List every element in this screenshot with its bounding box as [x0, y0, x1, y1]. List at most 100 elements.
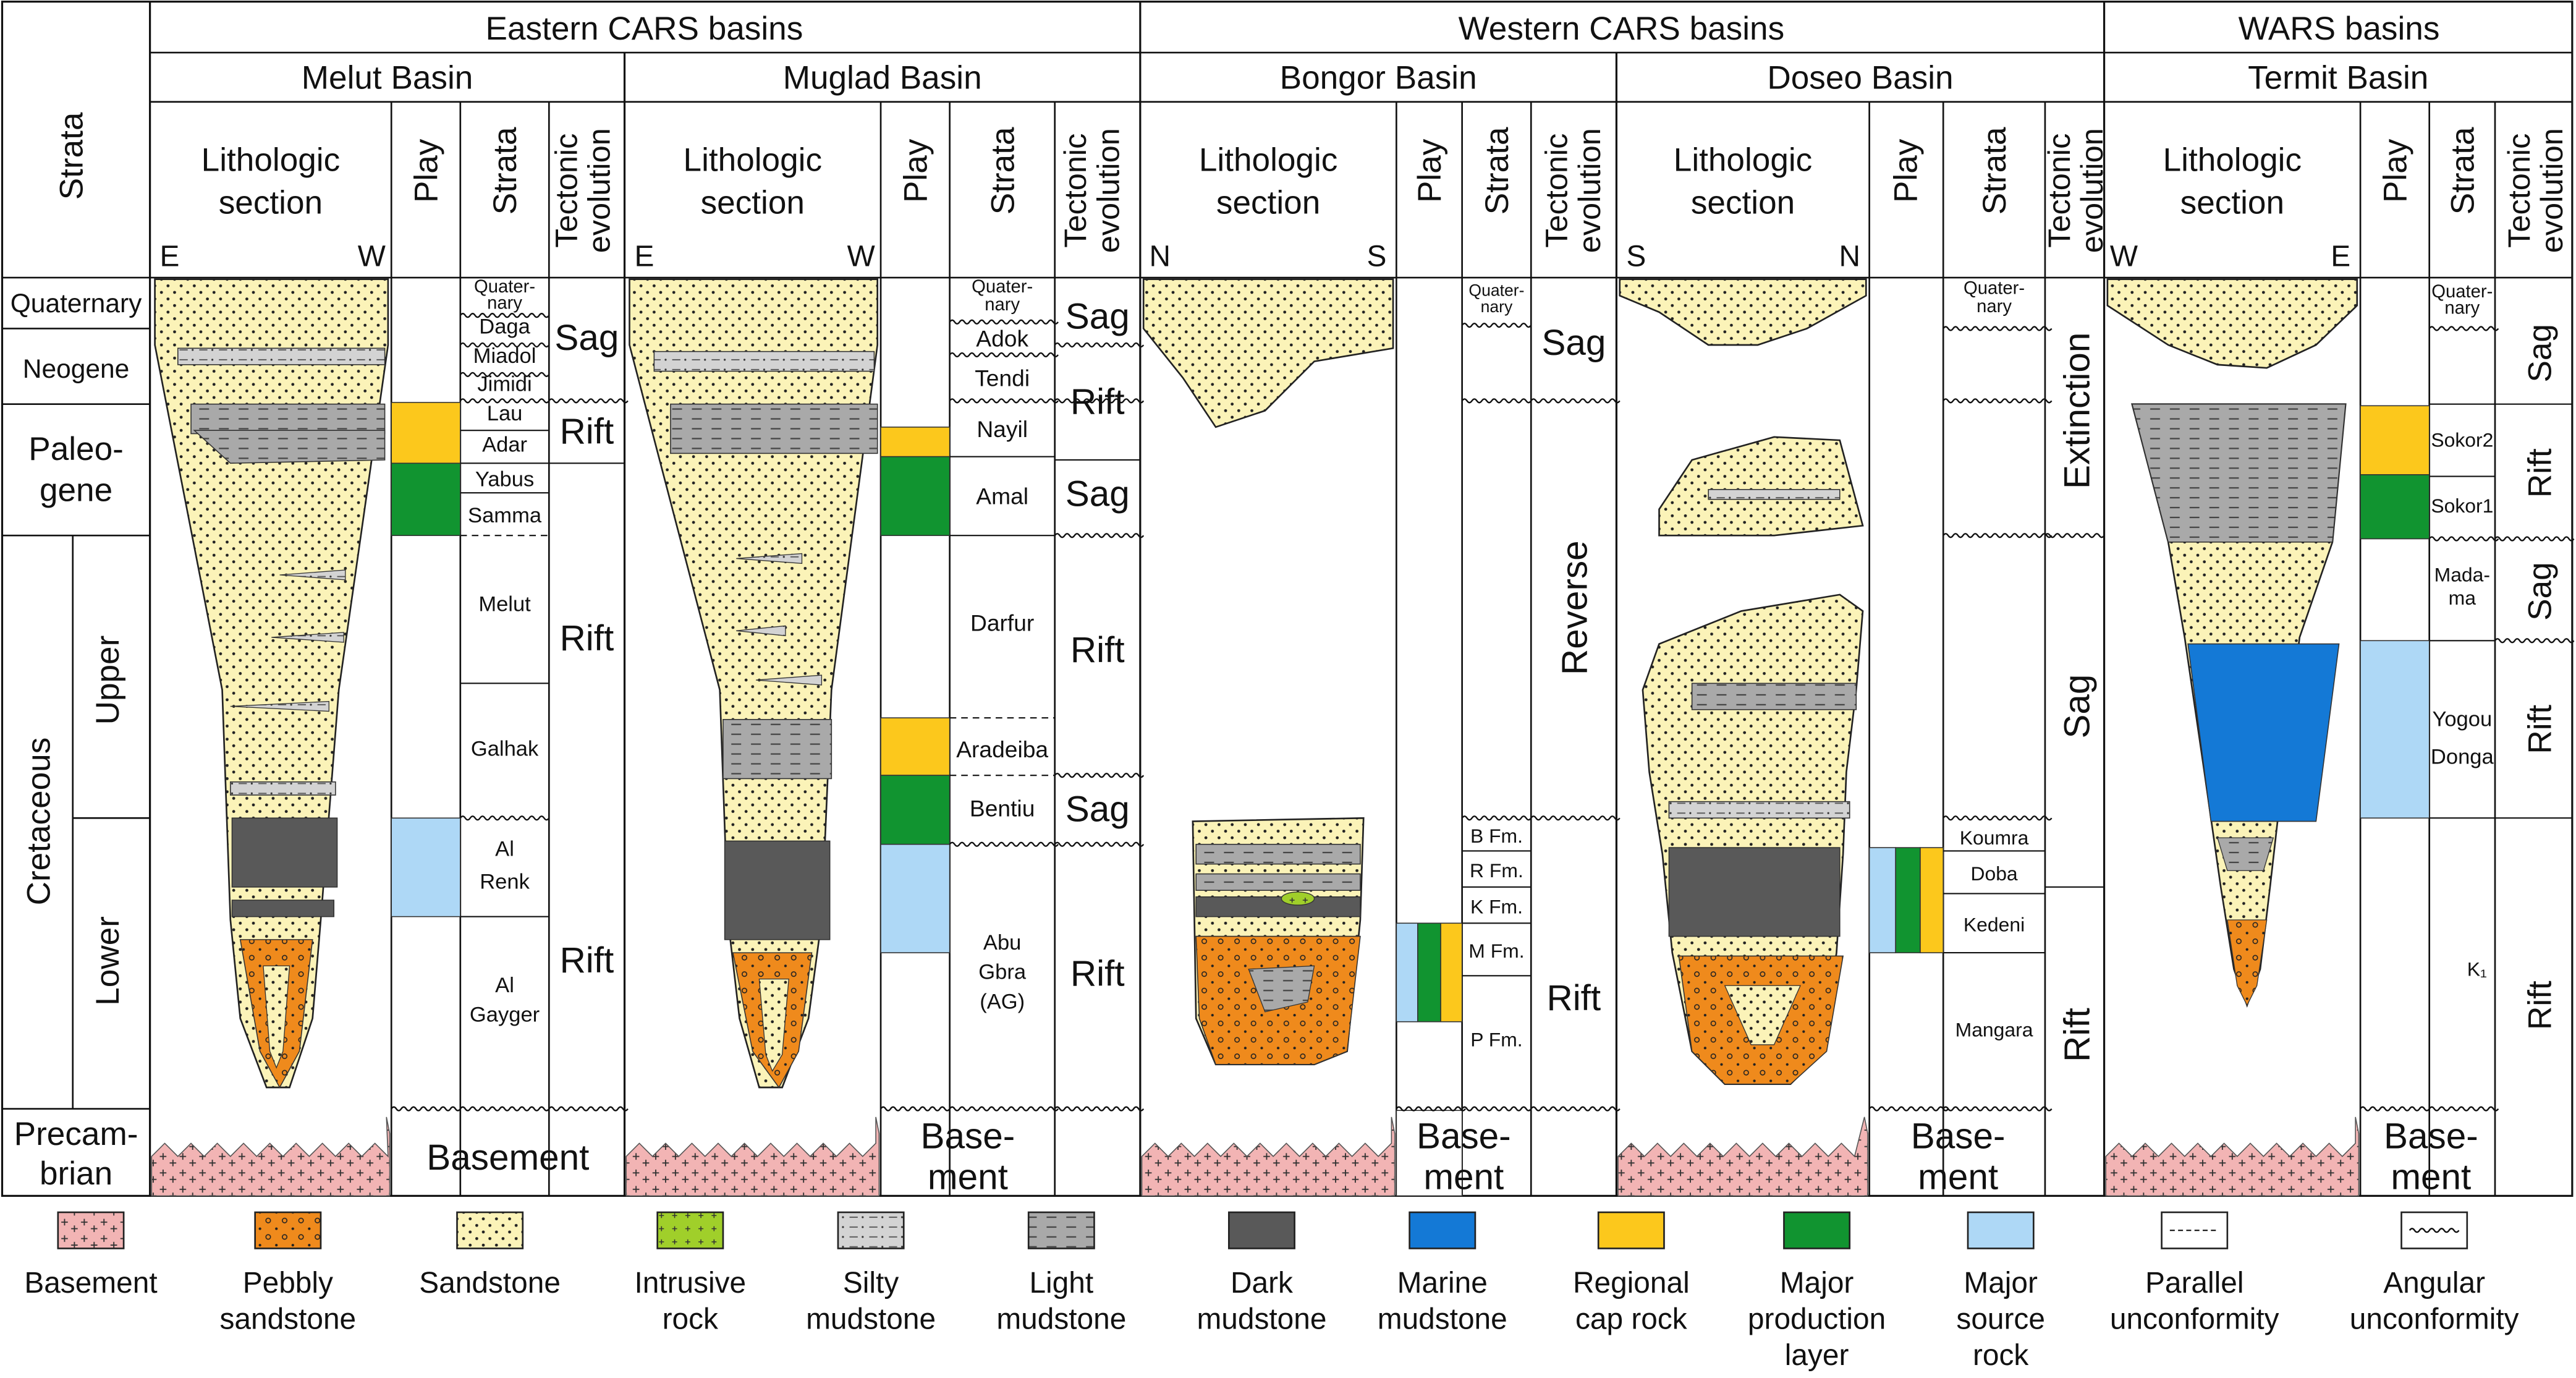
- tectonic-header: evolution: [1572, 128, 1607, 253]
- tectonic-header: Tectonic: [2501, 134, 2536, 248]
- strata-name: Kedeni: [1964, 914, 2025, 936]
- tectonic-header: Tectonic: [548, 134, 583, 248]
- lithologic-header: Lithologic: [1674, 142, 1812, 178]
- angular-unconformity: [391, 1106, 461, 1112]
- legend-label: Pebbly: [243, 1267, 333, 1299]
- direction-left: E: [634, 240, 654, 273]
- neogene-label: Neogene: [23, 355, 130, 384]
- angular-unconformity: [949, 352, 1059, 358]
- lower-label: Lower: [90, 916, 126, 1006]
- legend-swatch-source: [1967, 1211, 2035, 1249]
- angular-unconformity: [2428, 536, 2499, 542]
- angular-unconformity: [880, 1106, 951, 1112]
- angular-unconformity: [459, 398, 550, 404]
- angular-unconformity: [1530, 398, 1621, 404]
- major-source-rock: [880, 843, 951, 953]
- major-production-layer: [880, 775, 951, 845]
- silty-mudstone-band: [1708, 489, 1841, 500]
- major-production-layer: [880, 456, 951, 537]
- basin-title: Bongor Basin: [1280, 59, 1477, 96]
- pebbly-sandstone-body: [2227, 919, 2268, 1006]
- mudstone-lens: [279, 569, 346, 581]
- angular-unconformity: [548, 398, 629, 404]
- angular-unconformity: [949, 841, 1059, 847]
- angular-unconformity: [459, 342, 550, 348]
- legend-label: mudstone: [806, 1303, 936, 1336]
- legend-label: Light: [1029, 1267, 1093, 1299]
- strata-name: Koumra: [1960, 827, 2029, 849]
- light-mudstone-band: [722, 719, 833, 780]
- strata-name: nary: [1481, 297, 1513, 316]
- basin-title: Termit Basin: [2248, 59, 2428, 96]
- strata-name: Adar: [482, 433, 527, 457]
- strata-name: Sokor1: [2431, 495, 2493, 517]
- legend-swatch-intrusive: [656, 1211, 724, 1249]
- regional-cap-rock: [880, 717, 951, 776]
- tectonic-header: evolution: [2074, 128, 2109, 253]
- legend-label: Regional: [1573, 1267, 1690, 1299]
- legend-label: Marine: [1397, 1267, 1488, 1299]
- light-mudstone-band: [1195, 873, 1361, 891]
- legend-label: Basement: [24, 1267, 157, 1299]
- legend-label: rock: [663, 1303, 718, 1336]
- strata-col-header: Strata: [487, 127, 523, 215]
- angular-unconformity: [2494, 638, 2575, 644]
- legend-angular-line: [2409, 1228, 2460, 1233]
- tectonic-stage: Rift: [1070, 953, 1125, 993]
- tectonic-stage: Rift: [560, 411, 614, 451]
- play-header: Play: [1412, 138, 1448, 203]
- dark-mudstone-band: [231, 817, 338, 888]
- light-mudstone-wedge: [2217, 837, 2274, 871]
- mudstone-lens: [271, 632, 344, 643]
- play-header: Play: [897, 138, 934, 203]
- angular-unconformity: [459, 372, 550, 377]
- tectonic-stage: Sag: [1066, 296, 1130, 336]
- mudstone-lens: [736, 625, 786, 637]
- light-mudstone-band: [1195, 843, 1361, 865]
- strata-name: Adok: [976, 326, 1028, 352]
- dark-mudstone-band: [1195, 896, 1361, 917]
- strata-name: nary: [985, 295, 1020, 315]
- tectonic-stage: Rift: [1070, 630, 1125, 670]
- strata-col-header: Strata: [1976, 127, 2013, 215]
- light-mudstone-band: [670, 403, 878, 454]
- direction-left: E: [160, 240, 180, 273]
- sandstone-body: [1619, 278, 1867, 346]
- sandstone-lens: [263, 965, 290, 1069]
- strata-name: Quater-: [1468, 281, 1524, 299]
- strata-name: M Fm.: [1468, 940, 1524, 962]
- play-header: Play: [2377, 138, 2413, 203]
- sandstone-body: [2106, 278, 2358, 369]
- angular-unconformity: [1943, 398, 2053, 404]
- lithologic-header: section: [2180, 184, 2284, 221]
- tectonic-header: evolution: [582, 128, 617, 253]
- strata-name: Amal: [976, 483, 1028, 509]
- strata-name: Mangara: [1955, 1019, 2033, 1041]
- strata-name: Bentiu: [970, 796, 1035, 822]
- angular-unconformity: [1054, 841, 1145, 847]
- strata-name: Lau: [487, 402, 523, 425]
- dark-mudstone-band: [724, 840, 831, 940]
- basement-label: ment: [2391, 1157, 2471, 1197]
- strata-name: Yogou: [2432, 707, 2492, 731]
- tectonic-stage: Rift: [2522, 980, 2558, 1030]
- basement-label: Base-: [1417, 1116, 1511, 1156]
- strata-col-header: Strata: [985, 127, 1021, 215]
- legend-label: layer: [1785, 1339, 1849, 1372]
- regional-cap-rock: [1920, 847, 1944, 953]
- mudstone-lens: [736, 553, 803, 564]
- tectonic-stage: Sag: [554, 318, 619, 358]
- legend-swatch-silty: [837, 1211, 905, 1249]
- strata-name: K Fm.: [1470, 895, 1523, 917]
- major-production-layer: [391, 462, 461, 537]
- quaternary-label: Quaternary: [11, 289, 142, 318]
- strata-name: Samma: [468, 504, 542, 527]
- major-source-rock: [1868, 847, 1896, 953]
- legend-label: Major: [1780, 1267, 1854, 1299]
- major-source-rock: [391, 817, 461, 917]
- angular-unconformity: [949, 319, 1059, 325]
- tectonic-header: evolution: [2534, 128, 2569, 253]
- legend-swatch-sandstone: [456, 1211, 524, 1249]
- legend-label: Sandstone: [419, 1267, 561, 1299]
